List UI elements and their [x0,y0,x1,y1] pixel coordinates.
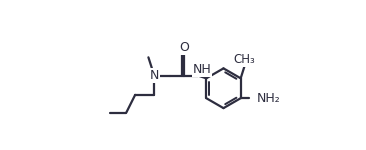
Text: NH: NH [192,63,211,76]
Text: CH₃: CH₃ [234,53,255,66]
Text: N: N [150,69,159,82]
Text: O: O [179,41,189,54]
Text: NH₂: NH₂ [257,92,280,105]
